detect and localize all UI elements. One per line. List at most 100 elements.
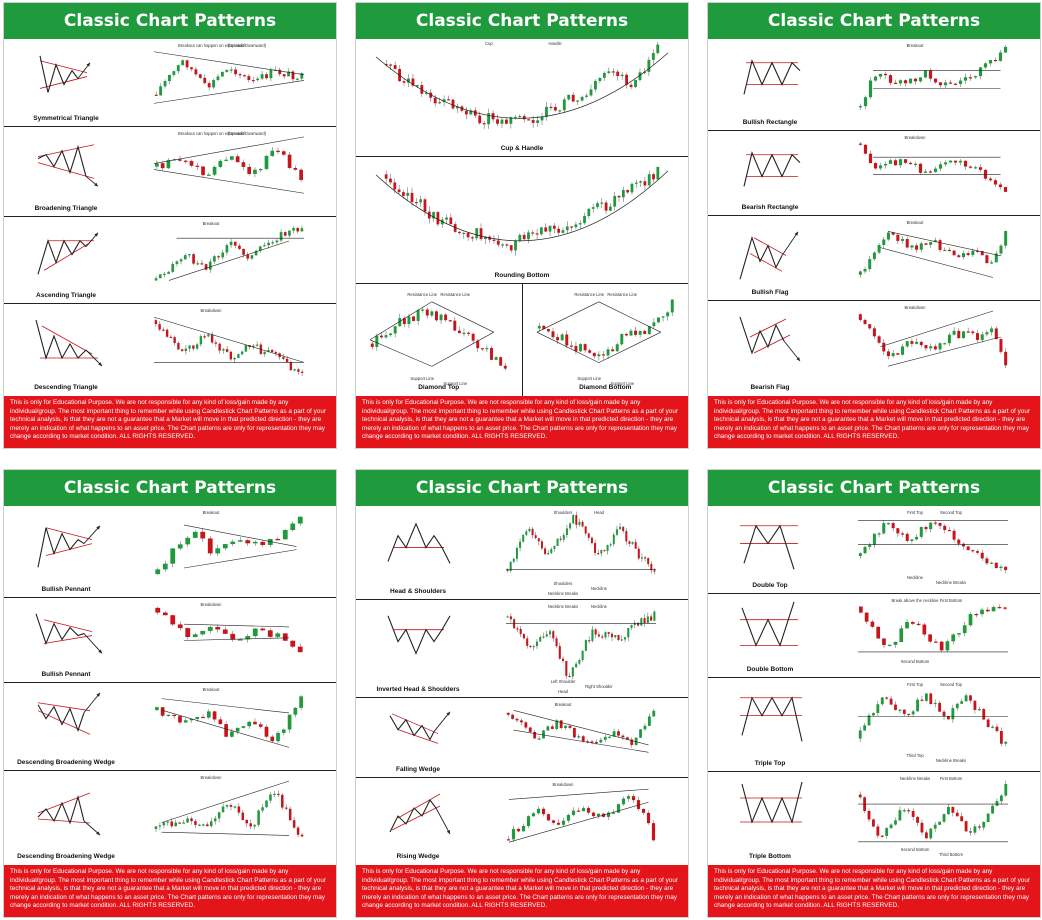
- candle: [961, 331, 965, 339]
- candle: [185, 628, 191, 638]
- candle: [496, 240, 500, 245]
- candle: [407, 78, 410, 83]
- candle: [896, 528, 900, 534]
- candle: [877, 244, 881, 253]
- candle: [267, 242, 270, 246]
- boundary-line: [45, 527, 93, 541]
- candle: [296, 827, 300, 835]
- candle: [863, 725, 867, 731]
- candle: [888, 75, 893, 83]
- candle: [994, 253, 998, 263]
- candle: [555, 638, 558, 647]
- candle: [257, 810, 260, 825]
- candle: [551, 820, 556, 823]
- candle: [988, 59, 993, 64]
- candle: [275, 633, 281, 637]
- candle: [292, 228, 295, 231]
- candle: [976, 551, 980, 553]
- candle: [983, 169, 988, 179]
- candle: [233, 241, 237, 246]
- candle: [247, 166, 252, 174]
- boundary-line: [43, 242, 91, 271]
- annotation-text: Resistance Line: [407, 292, 437, 297]
- candle: [634, 80, 637, 88]
- pattern-graphic: Breakdown: [743, 135, 1008, 193]
- candle: [287, 154, 292, 168]
- candle: [596, 354, 600, 357]
- candle: [287, 71, 290, 77]
- pattern-line: [387, 522, 451, 564]
- candle: [968, 77, 973, 79]
- arrow-line: [783, 340, 801, 362]
- candle: [656, 317, 660, 323]
- candle: [955, 812, 959, 817]
- candle: [281, 151, 286, 155]
- candle: [601, 636, 604, 638]
- disclaimer: This is only for Educational Purpose. We…: [356, 396, 688, 448]
- candle: [896, 353, 900, 355]
- arrow-head: [96, 692, 100, 697]
- candle: [858, 794, 862, 798]
- candle: [933, 702, 937, 705]
- candle: [606, 544, 609, 552]
- candle: [506, 712, 510, 715]
- candle: [516, 828, 521, 832]
- pattern-line: [35, 319, 87, 360]
- candle: [969, 695, 972, 701]
- poster-body: Shoulders Head Shoulders Neckline Neckline B…: [356, 506, 688, 865]
- candle: [876, 826, 880, 836]
- candle: [1003, 46, 1008, 53]
- candle: [192, 634, 198, 638]
- pattern-graphic: Resistance Line Resistance Line Support Li…: [536, 292, 674, 386]
- candle: [608, 736, 612, 738]
- candle: [873, 163, 878, 169]
- candle: [919, 243, 923, 250]
- poster-2: Classic Chart Patterns Cup Handle Cup & Ha…: [355, 2, 689, 449]
- trend-line: [536, 331, 599, 363]
- candle: [282, 530, 288, 540]
- candle: [526, 638, 529, 646]
- candle: [651, 823, 656, 841]
- candle: [969, 831, 972, 833]
- candle: [576, 100, 580, 102]
- candle: [953, 83, 958, 85]
- poster-title: Classic Chart Patterns: [356, 470, 688, 506]
- candle: [519, 541, 522, 548]
- candle: [550, 726, 554, 729]
- candle: [986, 813, 990, 823]
- pattern-line: [37, 794, 85, 825]
- candle: [277, 793, 280, 796]
- poster-body: Breakout Bullish Pennant Breakdown Bullish…: [4, 506, 336, 865]
- candle: [531, 119, 535, 123]
- candle: [901, 346, 905, 355]
- candle: [515, 718, 519, 721]
- candle: [499, 357, 503, 366]
- pattern-label: Bullish Rectangle: [742, 119, 798, 126]
- candle: [872, 328, 876, 337]
- candle: [162, 329, 165, 331]
- candle: [983, 63, 988, 68]
- candle: [601, 354, 605, 356]
- candle: [393, 182, 397, 190]
- candle: [177, 624, 183, 629]
- candle: [634, 182, 638, 184]
- candle: [964, 695, 968, 702]
- arrow-head: [98, 649, 102, 654]
- pattern-graphic: [375, 166, 669, 256]
- pattern-line: [35, 613, 85, 646]
- candle: [942, 814, 946, 822]
- candle: [245, 636, 251, 640]
- candle: [612, 731, 616, 737]
- candle: [938, 523, 942, 526]
- candle: [621, 735, 625, 738]
- candle: [547, 553, 550, 555]
- trend-line: [598, 331, 661, 363]
- candle: [258, 724, 263, 727]
- candle: [291, 71, 295, 80]
- pattern-label: Broadening Triangle: [34, 205, 98, 212]
- candle: [261, 807, 264, 811]
- candle: [544, 548, 547, 555]
- trend-line: [183, 524, 297, 547]
- candle: [253, 721, 257, 725]
- candle: [864, 612, 869, 622]
